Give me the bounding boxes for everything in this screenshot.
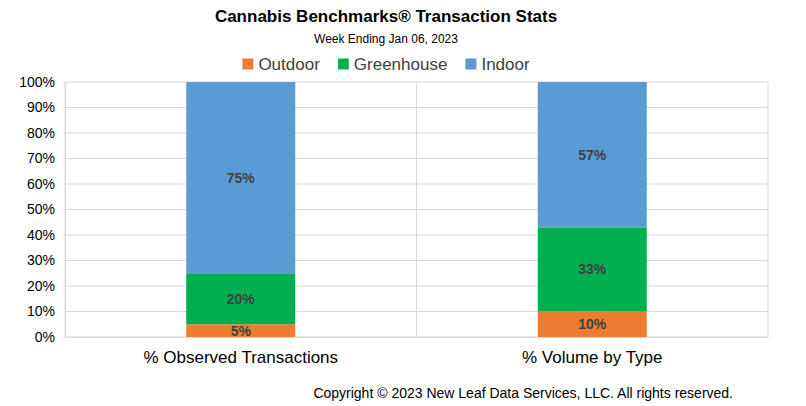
legend-item: Greenhouse — [338, 55, 448, 74]
y-axis-line — [65, 83, 66, 338]
y-tick: 80% — [27, 125, 65, 141]
y-tick: 20% — [27, 278, 65, 294]
y-tick: 50% — [27, 201, 65, 217]
grid — [65, 82, 768, 337]
y-tick: 30% — [27, 252, 65, 268]
y-tick-label: 10% — [27, 303, 55, 319]
x-tick-label: % Observed Transactions — [143, 348, 338, 367]
x-tick-label: % Volume by Type — [522, 348, 663, 367]
legend-swatch — [242, 59, 253, 70]
bar-segment — [538, 312, 647, 338]
y-tick: 40% — [27, 227, 65, 243]
legend: Outdoor Greenhouse Indoor — [242, 55, 530, 74]
y-tick: 70% — [27, 150, 65, 166]
y-tick-label: 60% — [27, 176, 55, 192]
bar-segment — [186, 273, 295, 324]
y-tick-label: 0% — [35, 329, 55, 345]
legend-label: Indoor — [481, 55, 530, 74]
data-label: 10% — [578, 316, 607, 332]
chart-title: Cannabis Benchmarks® Transaction Stats — [215, 7, 557, 26]
bar-segment — [538, 227, 647, 311]
annotation: Copyright © 2023 New Leaf Data Services,… — [313, 385, 733, 401]
y-axis: 0% 10% 20% 30% 40% 50% 60% 70% 80% 90% 100% — [19, 74, 65, 345]
data-labels: 5% 10% 20% 33% 75% 57% — [227, 147, 607, 339]
data-label: 33% — [578, 261, 607, 277]
y-tick-label: 70% — [27, 150, 55, 166]
page-body: {"chart_data": { "type": "bar", "title":… — [0, 0, 806, 406]
legend-label: Greenhouse — [354, 55, 448, 74]
bars — [186, 82, 646, 337]
data-label: 75% — [227, 170, 256, 186]
data-label: 20% — [227, 291, 256, 307]
chart-svg: Cannabis Benchmarks® Transaction Stats We… — [0, 0, 806, 406]
legend-label: Outdoor — [258, 55, 320, 74]
y-tick-label: 100% — [19, 74, 55, 90]
data-label: 57% — [578, 147, 607, 163]
bar-segment — [538, 82, 647, 227]
y-tick-label: 80% — [27, 125, 55, 141]
bar-segment — [186, 82, 295, 273]
x-tick: % Observed Transactions — [143, 337, 338, 367]
y-tick-label: 50% — [27, 201, 55, 217]
y-tick-label: 40% — [27, 227, 55, 243]
y-tick-label: 30% — [27, 252, 55, 268]
x-axis: % Observed Transactions % Volume by Type — [66, 337, 769, 367]
y-tick-label: 90% — [27, 99, 55, 115]
legend-item: Outdoor — [242, 55, 320, 74]
data-label: 5% — [231, 323, 252, 339]
category-divider — [65, 82, 66, 337]
legend-item: Indoor — [465, 55, 530, 74]
x-tick: % Volume by Type — [522, 337, 663, 367]
y-tick: 60% — [27, 176, 65, 192]
legend-swatch — [465, 59, 476, 70]
legend-swatch — [338, 59, 349, 70]
page: Chart html, body { margin: 0; padding: 0… — [0, 0, 806, 406]
y-tick: 0% — [35, 329, 65, 345]
y-tick: 10% — [27, 303, 65, 319]
x-axis-line — [66, 337, 769, 338]
y-tick-label: 20% — [27, 278, 55, 294]
category-divider — [768, 82, 769, 337]
category-divider — [416, 82, 417, 337]
y-tick: 100% — [19, 74, 65, 90]
chart-container: Cannabis Benchmarks® Transaction Stats We… — [0, 0, 806, 406]
chart-subtitle: Week Ending Jan 06, 2023 — [314, 32, 458, 46]
y-tick: 90% — [27, 99, 65, 115]
